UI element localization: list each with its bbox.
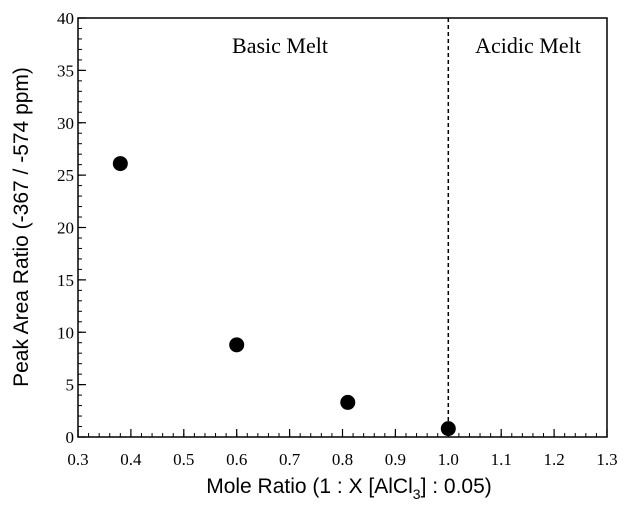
x-tick-label: 0.5 (173, 450, 194, 469)
x-tick-label: 0.7 (279, 450, 301, 469)
y-axis-title: Peak Area Ratio (-367 / -574 ppm) (10, 67, 33, 387)
x-tick-label: 1.0 (438, 450, 459, 469)
region-label-acidic: Acidic Melt (475, 33, 581, 58)
y-tick-label: 40 (57, 9, 74, 28)
data-point (340, 394, 356, 410)
y-tick-label: 35 (57, 61, 74, 80)
axis-ticks (77, 17, 608, 438)
y-tick-labels: 0 5 10 15 20 25 30 35 40 (57, 9, 74, 447)
y-tick-label: 20 (57, 219, 74, 238)
y-tick-label: 15 (57, 271, 74, 290)
plot-frame (77, 17, 608, 438)
x-tick-labels: 0.3 0.4 0.5 0.6 0.7 0.8 0.9 1.0 1.1 1.2 1.3 (67, 450, 617, 469)
x-tick-label: 0.9 (385, 450, 406, 469)
x-axis-title-tail: ] : 0.05) (421, 475, 492, 498)
x-axis-title-subscript: 3 (413, 486, 421, 502)
plot-area-border (77, 17, 608, 438)
x-axis-title: Mole Ratio (1 : X [AlCl3] : 0.05) (206, 475, 492, 502)
y-tick-label: 25 (57, 166, 74, 185)
x-tick-label: 1.1 (491, 450, 512, 469)
y-tick-label: 5 (66, 376, 75, 395)
data-point (229, 337, 245, 353)
x-tick-label: 1.3 (596, 450, 617, 469)
data-point (440, 421, 456, 437)
x-tick-label: 0.4 (120, 450, 142, 469)
x-tick-label: 0.6 (226, 450, 247, 469)
y-tick-label: 10 (57, 323, 74, 342)
data-points (112, 156, 456, 437)
x-tick-label: 0.3 (67, 450, 88, 469)
y-tick-label: 0 (66, 428, 75, 447)
data-point (112, 156, 128, 172)
region-label-basic: Basic Melt (232, 33, 328, 58)
x-axis-title-main: Mole Ratio (1 : X [AlCl (206, 475, 413, 498)
x-tick-label: 1.2 (543, 450, 564, 469)
x-tick-label: 0.8 (332, 450, 353, 469)
y-tick-label: 30 (57, 114, 74, 133)
